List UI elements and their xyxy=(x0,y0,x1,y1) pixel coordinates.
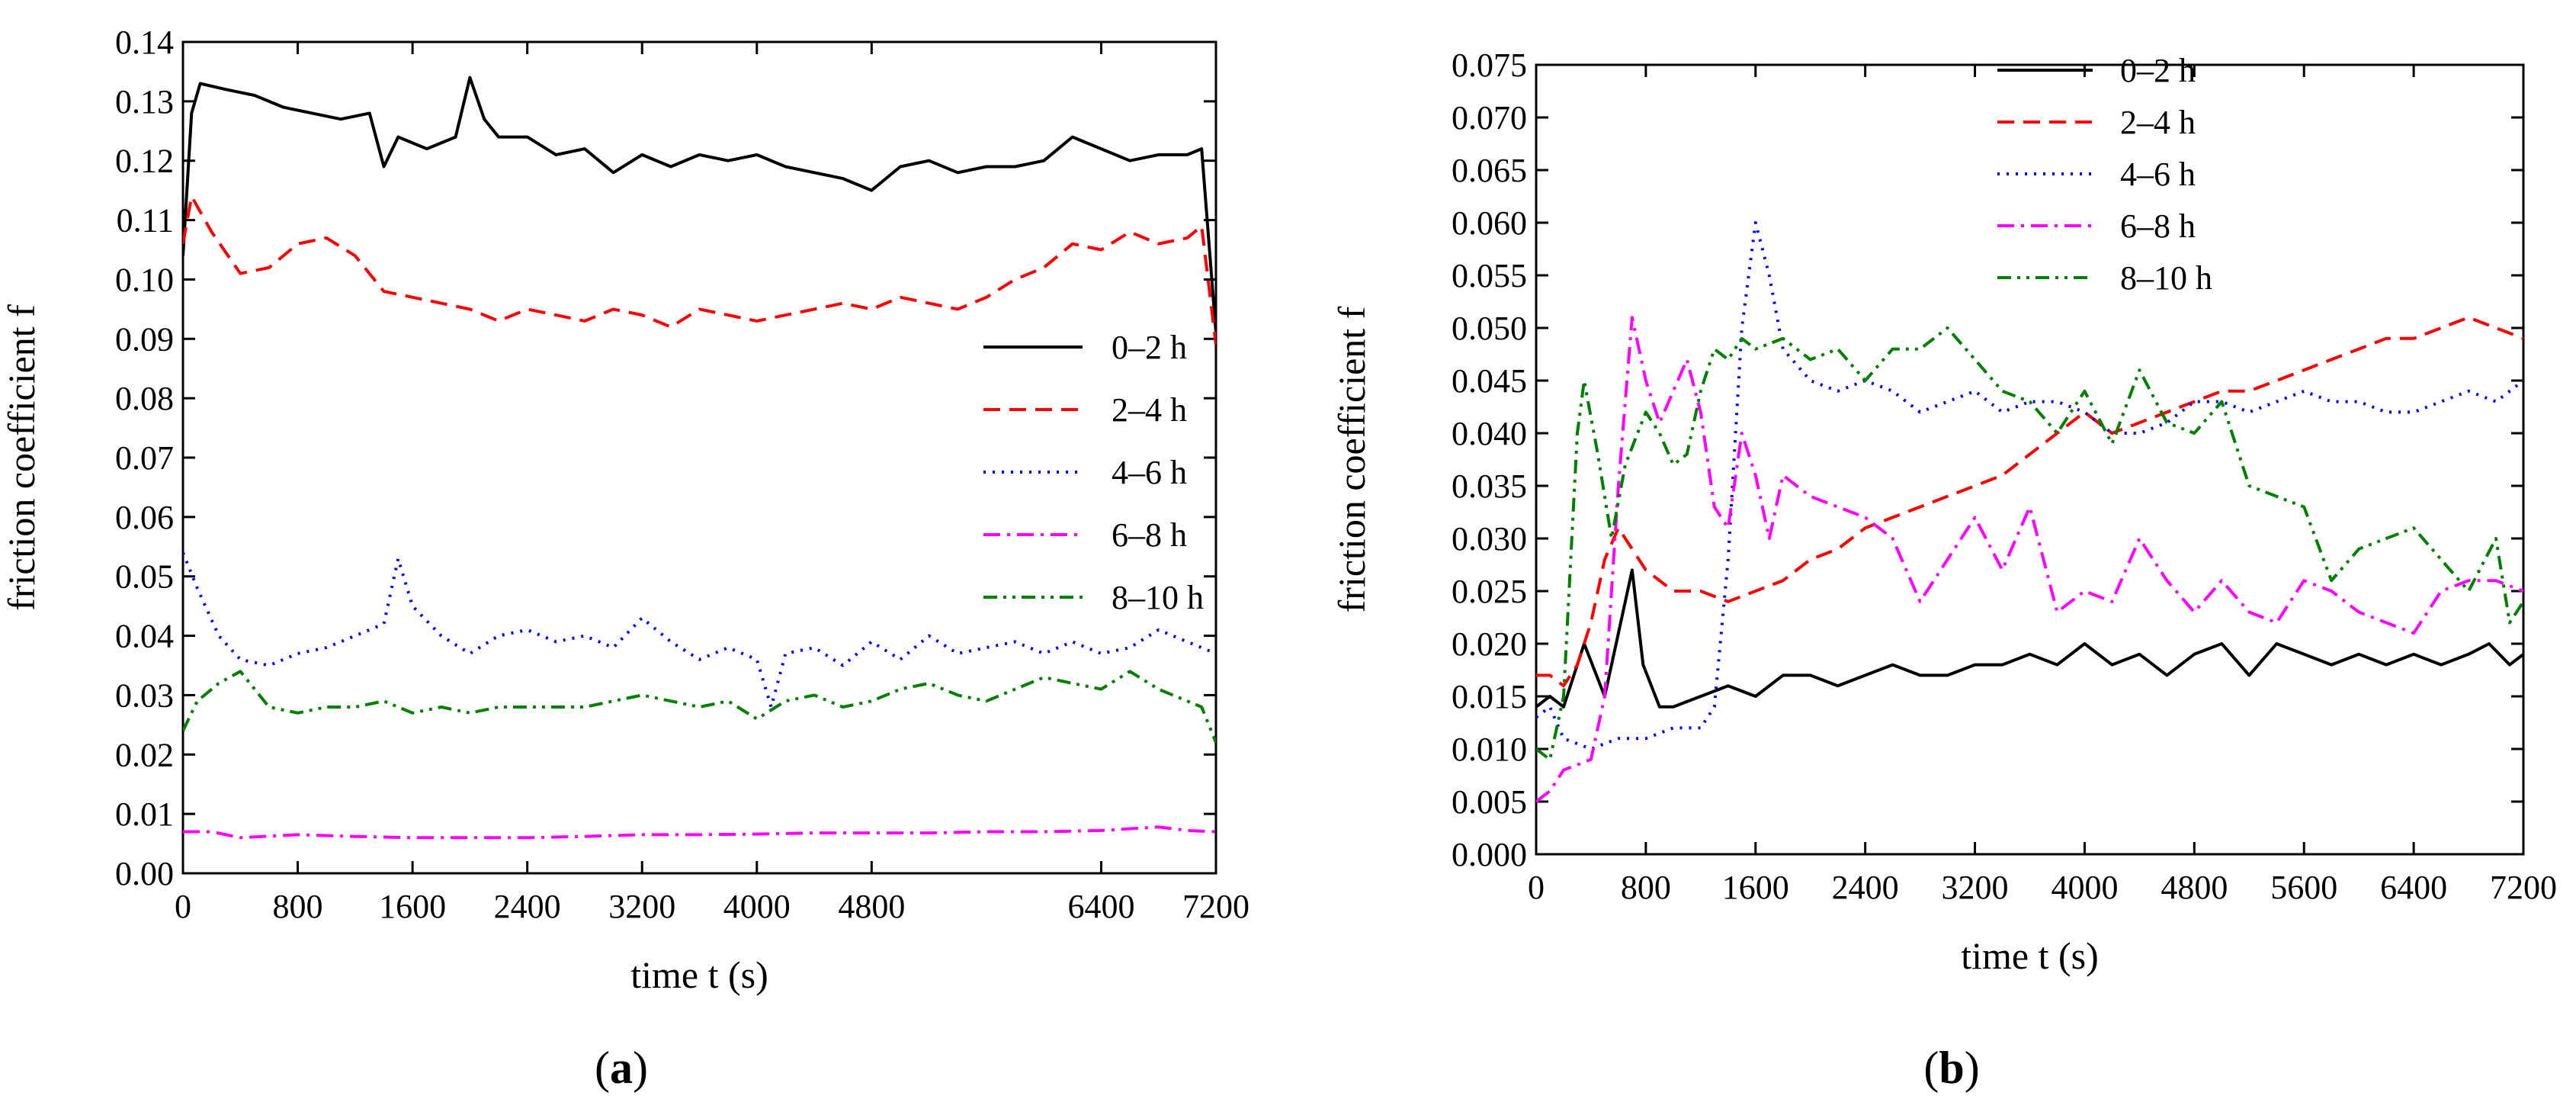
x-tick-label: 2400 xyxy=(494,888,561,925)
y-tick-label: 0.025 xyxy=(1452,573,1527,610)
x-tick-label: 0 xyxy=(1528,869,1545,906)
legend-label: 8–10 h xyxy=(1112,579,1204,616)
x-tick-label: 7200 xyxy=(1182,888,1250,925)
panel-label: (b) xyxy=(1923,1043,1979,1093)
x-tick-label: 5600 xyxy=(2270,869,2337,906)
y-tick-label: 0.070 xyxy=(1452,99,1527,137)
series-line-1 xyxy=(183,76,1216,333)
y-tick-label: 0.045 xyxy=(1452,362,1527,400)
y-tick-label: 0.11 xyxy=(117,202,174,239)
legend-label: 6–8 h xyxy=(2120,207,2196,245)
panel-label: (a) xyxy=(595,1043,648,1093)
y-tick-label: 0.040 xyxy=(1452,415,1527,452)
x-tick-label: 6400 xyxy=(1067,888,1134,925)
y-tick-label: 0.13 xyxy=(115,83,174,121)
y-tick-label: 0.035 xyxy=(1452,468,1527,505)
y-axis-title: friction coefficient f xyxy=(1330,306,1373,612)
y-tick-label: 0.000 xyxy=(1452,836,1527,873)
y-tick-label: 0.00 xyxy=(115,855,174,892)
y-tick-label: 0.050 xyxy=(1452,310,1527,347)
legend-label: 0–2 h xyxy=(1112,329,1187,366)
x-tick-label: 4000 xyxy=(723,888,791,925)
plot-frame xyxy=(1535,63,2525,856)
x-tick-label: 4800 xyxy=(2161,869,2228,906)
y-tick-label: 0.030 xyxy=(1452,520,1527,558)
legend-label: 8–10 h xyxy=(2120,259,2212,297)
x-tick-label: 4800 xyxy=(838,888,905,925)
x-tick-label: 800 xyxy=(273,888,323,925)
legend-label: 4–6 h xyxy=(2120,156,2196,193)
legend-label: 6–8 h xyxy=(1112,516,1187,554)
series-line-2 xyxy=(1536,316,2523,688)
x-tick-label: 2400 xyxy=(1832,869,1899,906)
series-line-2 xyxy=(183,194,1216,346)
series-line-5 xyxy=(183,670,1216,744)
x-tick-label: 3200 xyxy=(608,888,675,925)
series-line-5 xyxy=(1536,326,2523,761)
y-tick-label: 0.09 xyxy=(115,320,174,358)
y-tick-label: 0.06 xyxy=(115,499,174,536)
y-tick-label: 0.060 xyxy=(1452,204,1527,242)
series-line-4 xyxy=(183,825,1216,840)
x-tick-label: 6400 xyxy=(2380,869,2447,906)
legend-label: 2–4 h xyxy=(2120,104,2196,141)
panel-a-chart: 0.00 0.01 0.02 0.03 0.04 0.05 0.06 0.07 0.08 0.09… xyxy=(0,24,1250,1093)
y-tick-label: 0.08 xyxy=(115,380,174,417)
y-tick-label: 0.12 xyxy=(115,143,174,180)
x-tick-label: 1600 xyxy=(1722,869,1789,906)
y-tick-label: 0.075 xyxy=(1452,47,1527,84)
legend: 0–2 h 2–4 h 4–6 h 6–8 h 8–10 h xyxy=(1997,52,2212,297)
x-tick-label: 1600 xyxy=(379,888,446,925)
y-tick-label: 0.02 xyxy=(115,736,174,773)
x-tick-label: 7200 xyxy=(2490,869,2557,906)
x-axis-title: time t (s) xyxy=(630,953,768,996)
y-tick-label: 0.020 xyxy=(1452,625,1527,663)
y-tick-label: 0.04 xyxy=(115,618,174,655)
x-tick-label: 0 xyxy=(175,888,191,925)
y-tick-label: 0.07 xyxy=(115,439,174,477)
legend-label: 4–6 h xyxy=(1112,454,1187,491)
y-tick-label: 0.14 xyxy=(115,24,174,61)
x-tick-label: 4000 xyxy=(2051,869,2118,906)
y-axis-title: friction coefficient f xyxy=(0,304,43,611)
x-tick-label: 3200 xyxy=(1942,869,2009,906)
y-tick-label: 0.005 xyxy=(1452,783,1527,821)
y-tick-label: 0.015 xyxy=(1452,678,1527,715)
y-tick-label: 0.01 xyxy=(115,795,174,833)
legend: 0–2 h 2–4 h 4–6 h 6–8 h 8–10 h xyxy=(983,329,1204,616)
legend-label: 2–4 h xyxy=(1112,391,1187,429)
y-tick-label: 0.010 xyxy=(1452,731,1527,768)
x-tick-label: 800 xyxy=(1621,869,1671,906)
series-line-4 xyxy=(1536,316,2523,803)
y-tick-label: 0.055 xyxy=(1452,257,1527,294)
panel-b-chart: 0.000 0.005 0.010 0.015 0.020 0.025 0.030 0.035… xyxy=(1330,47,2557,1093)
y-tick-label: 0.10 xyxy=(115,261,174,298)
x-axis-title: time t (s) xyxy=(1961,934,2099,977)
y-tick-label: 0.05 xyxy=(115,558,174,596)
series-line-3 xyxy=(183,551,1216,709)
y-tick-label: 0.03 xyxy=(115,677,174,714)
legend-label: 0–2 h xyxy=(2120,52,2196,89)
series-line-1 xyxy=(1536,568,2523,709)
y-tick-label: 0.065 xyxy=(1452,152,1527,189)
